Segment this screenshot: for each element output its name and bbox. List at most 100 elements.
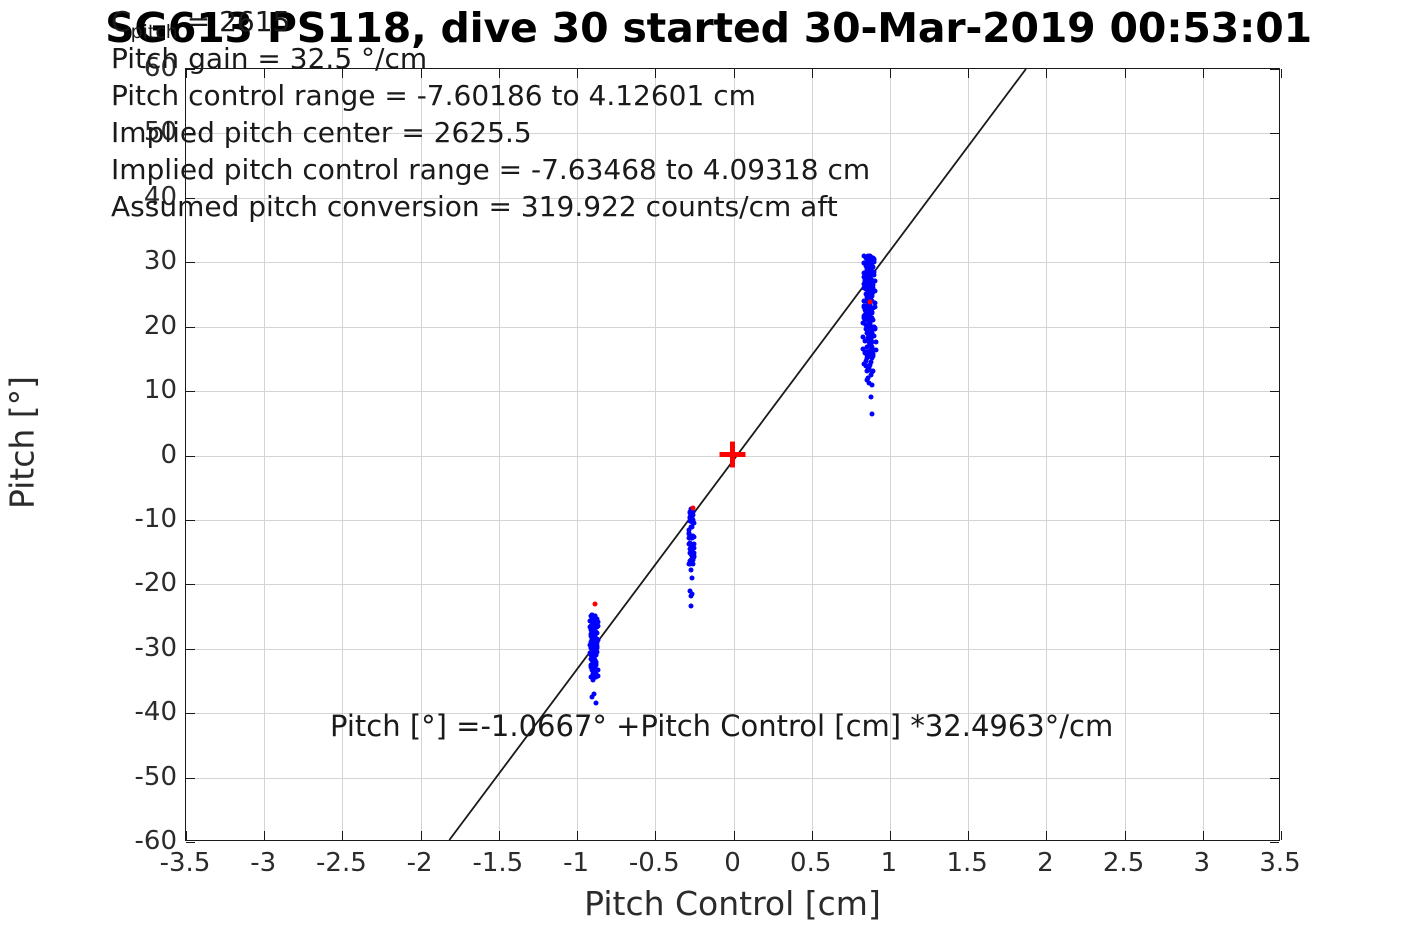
annotation-implied-pitch-control-range: Implied pitch control range = -7.63468 t… (111, 153, 871, 186)
x-axis-tick (264, 69, 266, 78)
x-axis-tick-label: -2 (406, 848, 433, 878)
x-axis-tick-label: 2.5 (1102, 848, 1145, 878)
data-point-outlier (592, 601, 598, 607)
data-point (867, 321, 873, 327)
x-axis-tick (1202, 831, 1204, 840)
y-axis-tick-label: 20 (143, 310, 177, 341)
y-axis-tick (1270, 455, 1279, 457)
x-axis-tick-label: -2.5 (316, 848, 367, 878)
x-axis-tick-label: 0.5 (790, 848, 832, 878)
page-title: SG613 PS118, dive 30 started 30-Mar-2019… (105, 4, 1312, 52)
data-point (869, 286, 875, 292)
data-point (866, 312, 872, 318)
data-point (688, 544, 694, 550)
data-point (590, 664, 596, 670)
data-point (869, 382, 875, 388)
annotation-pitch-gain: Pitch gain = 32.5 °/cm (111, 42, 428, 75)
x-axis-tick (1124, 69, 1126, 78)
data-point (861, 313, 866, 319)
x-axis-tick (889, 69, 891, 78)
x-axis-tick (342, 831, 344, 840)
x-axis-tick (733, 831, 735, 840)
data-point (864, 277, 870, 283)
x-axis-tick (420, 69, 422, 78)
x-gridline (1202, 69, 1204, 840)
x-gridline (889, 69, 891, 840)
data-point (864, 306, 870, 312)
data-point (867, 348, 873, 354)
data-point (864, 330, 870, 336)
x-gridline (342, 69, 344, 840)
y-axis-tick-label: -30 (134, 632, 177, 663)
y-axis-tick (1270, 391, 1279, 393)
data-point (872, 325, 878, 331)
x-axis-tick (1124, 831, 1126, 840)
x-axis-tick (1281, 831, 1282, 840)
data-point (863, 283, 869, 289)
data-point (867, 270, 873, 276)
data-point (860, 334, 866, 340)
c-pitch-value: = 2615 (177, 5, 291, 38)
data-point (872, 304, 878, 310)
data-point (867, 351, 873, 357)
data-point (686, 561, 692, 567)
data-point (863, 303, 869, 309)
y-gridline (186, 648, 1279, 650)
data-point (687, 550, 693, 556)
annotation-c-pitch: Cpitch = 2615 (111, 3, 870, 43)
x-axis-tick (342, 69, 344, 78)
center-marker-plus-icon (719, 441, 746, 468)
x-gridline (1046, 69, 1048, 840)
y-axis-tick (186, 648, 195, 650)
annotation-implied-pitch-center: Implied pitch center = 2625.5 (111, 116, 532, 149)
data-point (691, 545, 697, 551)
x-axis-tick-label: -1.5 (472, 848, 524, 878)
y-gridline (186, 777, 1279, 779)
y-axis-tick (1270, 648, 1279, 650)
data-point (864, 258, 870, 264)
y-axis-tick (1270, 133, 1279, 135)
y-axis-tick-label: 30 (143, 246, 177, 277)
data-point (863, 255, 869, 261)
y-axis-tick-label: 0 (160, 439, 177, 470)
data-point (861, 361, 867, 367)
x-axis-tick (420, 831, 422, 840)
data-point (872, 300, 878, 306)
data-point (592, 652, 598, 657)
data-point (686, 530, 692, 536)
y-axis-tick-label: -60 (134, 826, 177, 856)
y-axis-tick (186, 584, 195, 586)
data-point (589, 667, 595, 673)
data-point (868, 342, 874, 348)
x-gridline (577, 69, 579, 840)
annotation-block: Cpitch = 2615 Pitch gain = 32.5 °/cm Pit… (111, 3, 870, 225)
data-point (873, 347, 879, 353)
data-point (593, 621, 599, 627)
x-axis-tick (1046, 831, 1048, 840)
x-axis-tick (264, 831, 266, 840)
data-point (869, 330, 875, 336)
data-point (864, 377, 870, 383)
y-gridline (186, 519, 1279, 521)
data-point (689, 535, 695, 541)
data-point (591, 635, 597, 641)
data-point (868, 257, 874, 263)
x-gridline (811, 69, 813, 840)
data-point (871, 269, 877, 275)
x-gridline (1124, 69, 1126, 840)
x-axis-tick (498, 831, 500, 840)
x-axis-tick-label: -3.5 (159, 848, 211, 878)
data-point (593, 659, 599, 665)
data-point (688, 603, 694, 609)
x-axis-tick (498, 69, 500, 78)
data-point (587, 642, 593, 647)
y-gridline (186, 262, 1279, 264)
data-point (593, 671, 599, 677)
data-point (860, 320, 866, 326)
data-point (870, 317, 876, 323)
y-gridline (186, 584, 1279, 586)
x-gridline (968, 69, 970, 840)
y-axis-tick (186, 713, 195, 715)
annotation-assumed-pitch-conversion: Assumed pitch conversion = 319.922 count… (111, 190, 838, 223)
